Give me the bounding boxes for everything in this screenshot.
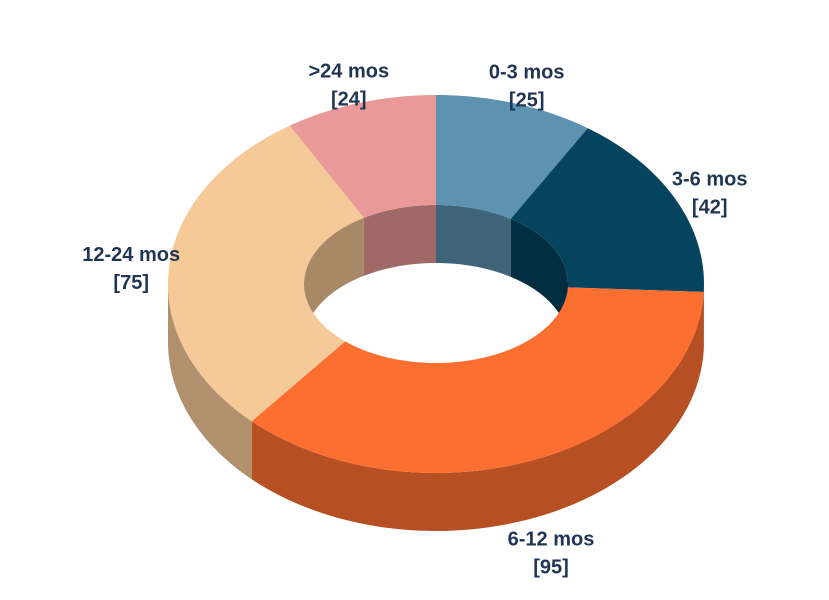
slice-value-label: [95] [533, 557, 569, 579]
slice-category-label: 12-24 mos [82, 244, 180, 266]
donut-3d-sides [168, 205, 704, 531]
donut-slices [168, 95, 704, 473]
inner-wall-0 [436, 205, 511, 277]
slice-label-4: >24 mos [24] [308, 61, 389, 111]
inner-wall-3 [304, 217, 364, 342]
slice-category-label: >24 mos [308, 61, 389, 83]
slice-category-label: 0-3 mos [489, 62, 565, 84]
slice-labels: 0-3 mos [25] 3-6 mos [42] 6-12 mos [95] 12-24 … [82, 61, 747, 579]
slice-6-12-mos [251, 287, 704, 473]
slice-value-label: [24] [331, 89, 367, 111]
slice-label-3: 12-24 mos [75] [82, 244, 180, 294]
slice-label-0: 0-3 mos [25] [489, 62, 565, 112]
slice-12-24-mos [168, 125, 364, 422]
slice-label-1: 3-6 mos [42] [672, 169, 748, 219]
slice-value-label: [75] [113, 272, 149, 294]
slice-category-label: 3-6 mos [672, 169, 748, 191]
inner-wall-4 [363, 205, 436, 276]
slice-3-6-mos [510, 128, 704, 292]
slice--24-mos [289, 95, 436, 218]
slice-category-label: 6-12 mos [508, 529, 595, 551]
outer-wall-2 [251, 291, 704, 531]
outer-wall-3 [168, 284, 252, 480]
inner-wall-1 [510, 218, 568, 342]
slice-0-3-mos [436, 95, 588, 219]
slice-value-label: [25] [509, 90, 545, 112]
slice-value-label: [42] [692, 197, 728, 219]
slice-label-2: 6-12 mos [95] [508, 529, 595, 579]
